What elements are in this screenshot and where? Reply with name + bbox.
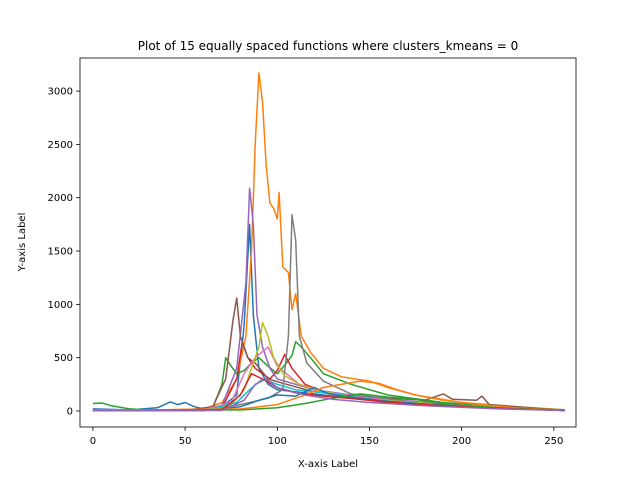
series-line-15 (92, 378, 565, 412)
plot-frame (79, 57, 577, 428)
x-tick-label: 150 (360, 436, 379, 447)
series-line-6 (92, 297, 565, 412)
x-tick-label: 200 (452, 436, 471, 447)
y-axis-label: Y-axis Label (17, 213, 28, 273)
y-tick-label: 2500 (48, 140, 73, 151)
y-tick-label: 0 (67, 407, 73, 418)
x-axis-label: X-axis Label (298, 459, 358, 470)
x-tick-label: 250 (544, 436, 563, 447)
y-tick-label: 1000 (48, 300, 73, 311)
x-tick-label: 50 (179, 436, 192, 447)
y-tick-label: 2000 (48, 193, 73, 204)
y-axis: 0 500 1000 1500 2000 2500 3000 (48, 87, 80, 418)
y-tick-label: 3000 (48, 87, 73, 98)
y-tick-label: 500 (54, 353, 73, 364)
x-tick-label: 100 (268, 436, 287, 447)
series-layer (92, 72, 565, 412)
series-line-13 (92, 393, 565, 412)
series-line-8 (92, 214, 565, 412)
chart-title: Plot of 15 equally spaced functions wher… (138, 39, 518, 53)
y-tick-label: 1500 (48, 247, 73, 258)
x-tick-label: 0 (90, 436, 96, 447)
series-line-12 (92, 380, 565, 412)
x-axis: 0 50 100 150 200 250 (90, 427, 563, 447)
